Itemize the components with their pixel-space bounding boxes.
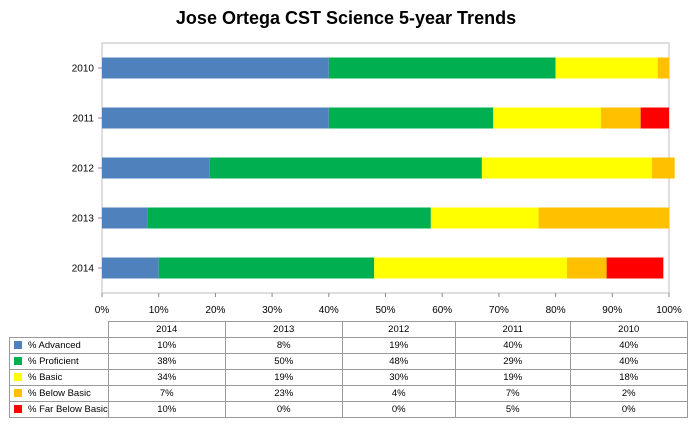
- bar-segment-2011-3: [493, 107, 601, 129]
- series-name-cell: % Far Below Basic: [9, 401, 109, 418]
- bar-segment-2010-2: [328, 57, 556, 79]
- x-tick-label: 50%: [375, 305, 395, 316]
- table-cell: 10%: [107, 337, 226, 354]
- bar-segment-2014-1: [102, 257, 159, 279]
- bar-segment-2013-3: [430, 207, 539, 229]
- table-cell: 0%: [224, 401, 343, 418]
- table-cell: 40%: [454, 337, 571, 354]
- table-header-row: 2014 2013 2012 2011 2010: [9, 321, 688, 338]
- bar-segment-2010-3: [555, 57, 658, 79]
- series-name: % Advanced: [28, 340, 81, 351]
- bar-segment-2013-4: [538, 207, 669, 229]
- table-cell: 40%: [569, 353, 688, 370]
- table-corner: [9, 321, 109, 338]
- table-row: % Below Basic 7% 23% 4% 7% 2%: [9, 385, 688, 402]
- bar-segment-2013-2: [147, 207, 431, 229]
- category-label-2013: 2013: [72, 214, 95, 225]
- table-cell: 29%: [454, 353, 571, 370]
- x-tick-label: 40%: [319, 305, 339, 316]
- x-tick-label: 30%: [262, 305, 282, 316]
- table-row: % Advanced 10% 8% 19% 40% 40%: [9, 337, 688, 354]
- table-column-header: 2013: [224, 321, 343, 338]
- bar-segment-2011-4: [600, 107, 641, 129]
- x-tick-label: 80%: [546, 305, 566, 316]
- table-column-header: 2012: [341, 321, 456, 338]
- table-cell: 7%: [454, 385, 571, 402]
- table-cell: 5%: [454, 401, 571, 418]
- table-cell: 30%: [341, 369, 456, 386]
- table-cell: 8%: [224, 337, 343, 354]
- x-tick-label: 100%: [656, 305, 682, 316]
- x-tick-label: 60%: [432, 305, 452, 316]
- table-cell: 2%: [569, 385, 688, 402]
- legend-key: [14, 357, 22, 365]
- table-cell: 38%: [107, 353, 226, 370]
- x-tick-label: 0%: [95, 305, 110, 316]
- x-tick-label: 70%: [489, 305, 509, 316]
- table-column-header: 2011: [454, 321, 571, 338]
- bar-segment-2014-3: [374, 257, 567, 279]
- table-cell: 23%: [224, 385, 343, 402]
- legend-key: [14, 341, 22, 349]
- chart-title: Jose Ortega CST Science 5-year Trends: [175, 8, 517, 28]
- bar-segment-2012-1: [102, 157, 210, 179]
- series-name: % Proficient: [28, 356, 79, 367]
- bar-segment-2013-1: [102, 207, 148, 229]
- table-column-header: 2014: [107, 321, 226, 338]
- table-cell: 18%: [569, 369, 688, 386]
- legend-key: [14, 389, 22, 397]
- series-name: % Below Basic: [28, 388, 91, 399]
- table-cell: 40%: [569, 337, 688, 354]
- table-row: % Far Below Basic 10% 0% 0% 5% 0%: [9, 401, 688, 418]
- data-table: 2014 2013 2012 2011 2010 % Advanced 10% 8% 19% 4…: [9, 321, 688, 418]
- table-cell: 0%: [569, 401, 688, 418]
- legend-key: [14, 373, 22, 381]
- table-cell: 10%: [107, 401, 226, 418]
- table-cell: 0%: [341, 401, 456, 418]
- bar-segment-2014-4: [566, 257, 607, 279]
- bar-segment-2012-4: [651, 157, 675, 179]
- series-name-cell: % Below Basic: [9, 385, 109, 402]
- chart-plot: 2010 2011 2012 2013 2014 0% 10% 20% 30% 40% 50% 60…: [72, 42, 682, 316]
- table-cell: 4%: [341, 385, 456, 402]
- series-name: % Far Below Basic: [28, 404, 108, 415]
- bar-segment-2012-2: [209, 157, 482, 179]
- table-row: % Basic 34% 19% 30% 19% 18%: [9, 369, 688, 386]
- table-cell: 19%: [454, 369, 571, 386]
- category-label-2010: 2010: [72, 64, 95, 75]
- table-cell: 34%: [107, 369, 226, 386]
- series-name-cell: % Advanced: [9, 337, 109, 354]
- table-cell: 19%: [341, 337, 456, 354]
- x-tick-label: 20%: [205, 305, 225, 316]
- x-tick-label: 90%: [602, 305, 622, 316]
- category-label-2011: 2011: [72, 114, 94, 125]
- table-cell: 50%: [224, 353, 343, 370]
- series-name-cell: % Proficient: [9, 353, 109, 370]
- bar-segment-2012-3: [481, 157, 652, 179]
- table-cell: 48%: [341, 353, 456, 370]
- series-name-cell: % Basic: [9, 369, 109, 386]
- bar-segment-2010-4: [657, 57, 669, 79]
- category-label-2012: 2012: [72, 164, 95, 175]
- bar-segment-2011-1: [102, 107, 329, 129]
- table-cell: 19%: [224, 369, 343, 386]
- bar-segment-2010-1: [102, 57, 329, 79]
- category-label-2014: 2014: [72, 264, 95, 275]
- bar-segment-2011-2: [328, 107, 494, 129]
- legend-key: [14, 405, 22, 413]
- bar-segment-2011-5: [640, 107, 669, 129]
- series-name: % Basic: [28, 372, 63, 383]
- bar-segment-2014-2: [158, 257, 375, 279]
- table-column-header: 2010: [569, 321, 688, 338]
- table-row: % Proficient 38% 50% 48% 29% 40%: [9, 353, 688, 370]
- x-tick-label: 10%: [149, 305, 169, 316]
- table-cell: 7%: [107, 385, 226, 402]
- bar-segment-2014-5: [606, 257, 664, 279]
